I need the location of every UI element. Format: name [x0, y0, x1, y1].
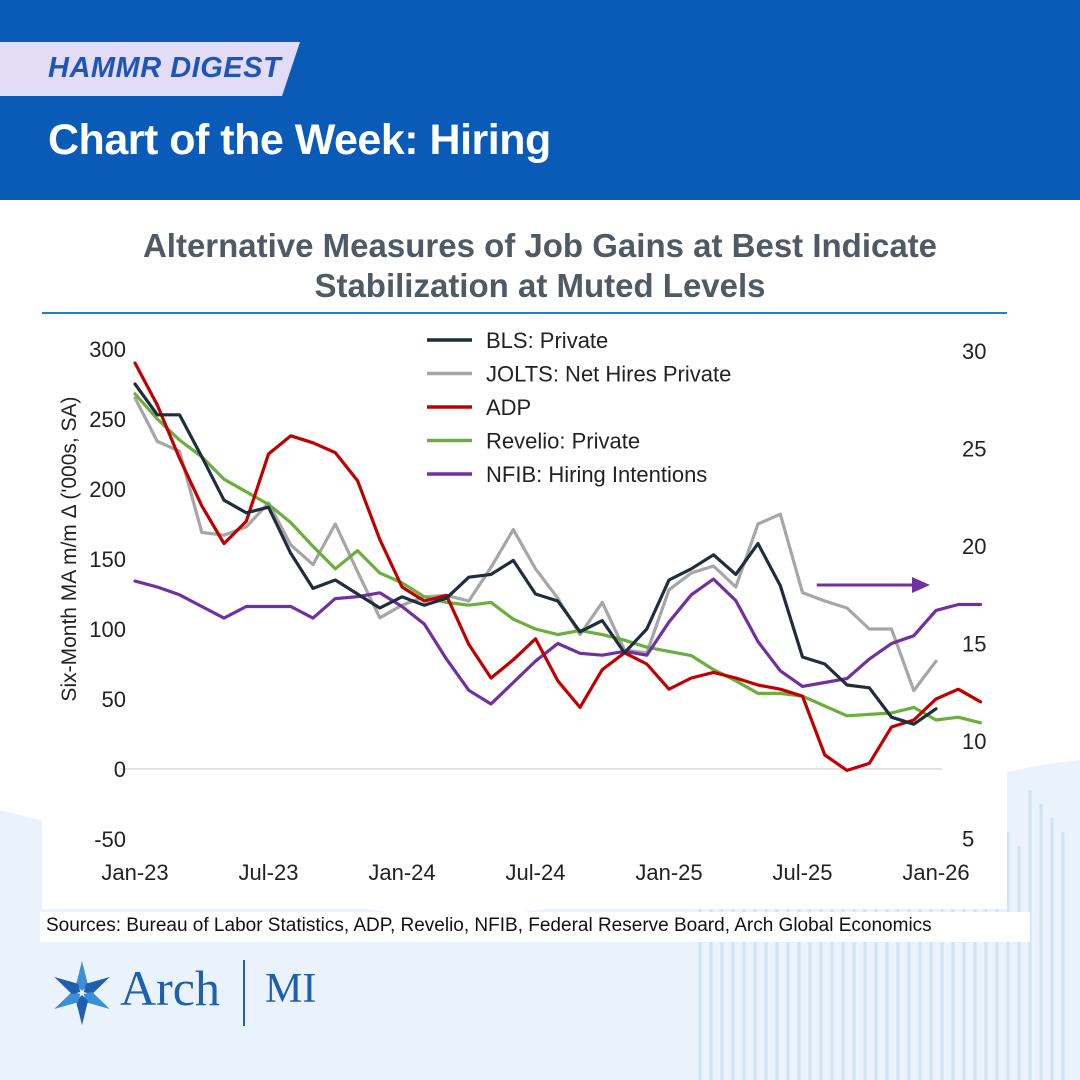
x-tick-label: Jul-24	[506, 860, 566, 885]
y-tick-label: 300	[89, 337, 126, 362]
digest-tag	[0, 42, 300, 96]
chart-area: 300 250 200 150 100 50 0 -50 30 25 20 15 10 5 Jan-23…	[42, 314, 1007, 909]
y2-tick-label: 10	[962, 729, 986, 754]
title-rule	[42, 312, 1007, 314]
logo-arch-text: Arch	[120, 960, 220, 1016]
logo-divider	[243, 960, 245, 1026]
arch-star-icon	[54, 961, 110, 1025]
y-axis-label: Six-Month MA m/m Δ ('000s, SA)	[58, 396, 81, 701]
y2-tick-label: 25	[962, 437, 986, 462]
legend-label: BLS: Private	[486, 328, 608, 353]
series-line-0	[133, 382, 938, 726]
line-chart: 300 250 200 150 100 50 0 -50 30 25 20 15 10 5 Jan-23…	[58, 328, 986, 885]
y2-tick-label: 15	[962, 632, 986, 657]
chart-title-line1: Alternative Measures of Job Gains at Bes…	[142, 227, 938, 264]
series-line-2	[133, 361, 983, 772]
legend-label: NFIB: Hiring Intentions	[486, 462, 707, 487]
page-title: Chart of the Week: Hiring	[48, 116, 551, 164]
sources-note: Sources: Bureau of Labor Statistics, ADP…	[40, 912, 1030, 942]
y-tick-label: 100	[89, 617, 126, 642]
y-tick-label: 200	[89, 477, 126, 502]
chart-title-line2: Stabilization at Muted Levels	[314, 267, 766, 304]
trend-arrow-head	[912, 577, 930, 593]
x-tick-label: Jul-25	[773, 860, 833, 885]
y-tick-label: 150	[89, 547, 126, 572]
y-tick-label: 50	[102, 687, 126, 712]
y-tick-label: 250	[89, 407, 126, 432]
x-tick-label: Jul-23	[239, 860, 299, 885]
x-tick-label: Jan-24	[368, 860, 435, 885]
logo-mi-text: MI	[265, 966, 317, 1012]
legend-label: Revelio: Private	[486, 429, 640, 454]
y-tick-label: 0	[114, 757, 126, 782]
x-tick-label: Jan-25	[635, 860, 702, 885]
chart-title: Alternative Measures of Job Gains at Bes…	[0, 226, 1080, 306]
digest-tag-label: HAMMR DIGEST	[48, 52, 282, 84]
y2-tick-label: 5	[962, 827, 974, 852]
y2-tick-label: 30	[962, 339, 986, 364]
x-tick-label: Jan-26	[902, 860, 969, 885]
y-tick-label: -50	[94, 827, 126, 852]
legend-label: JOLTS: Net Hires Private	[486, 362, 731, 387]
x-tick-label: Jan-23	[101, 860, 168, 885]
arch-mi-logo: Arch MI	[50, 955, 370, 1030]
header-banner	[0, 0, 1080, 200]
y2-tick-label: 20	[962, 534, 986, 559]
legend-label: ADP	[486, 395, 531, 420]
series-line-3	[133, 392, 983, 725]
